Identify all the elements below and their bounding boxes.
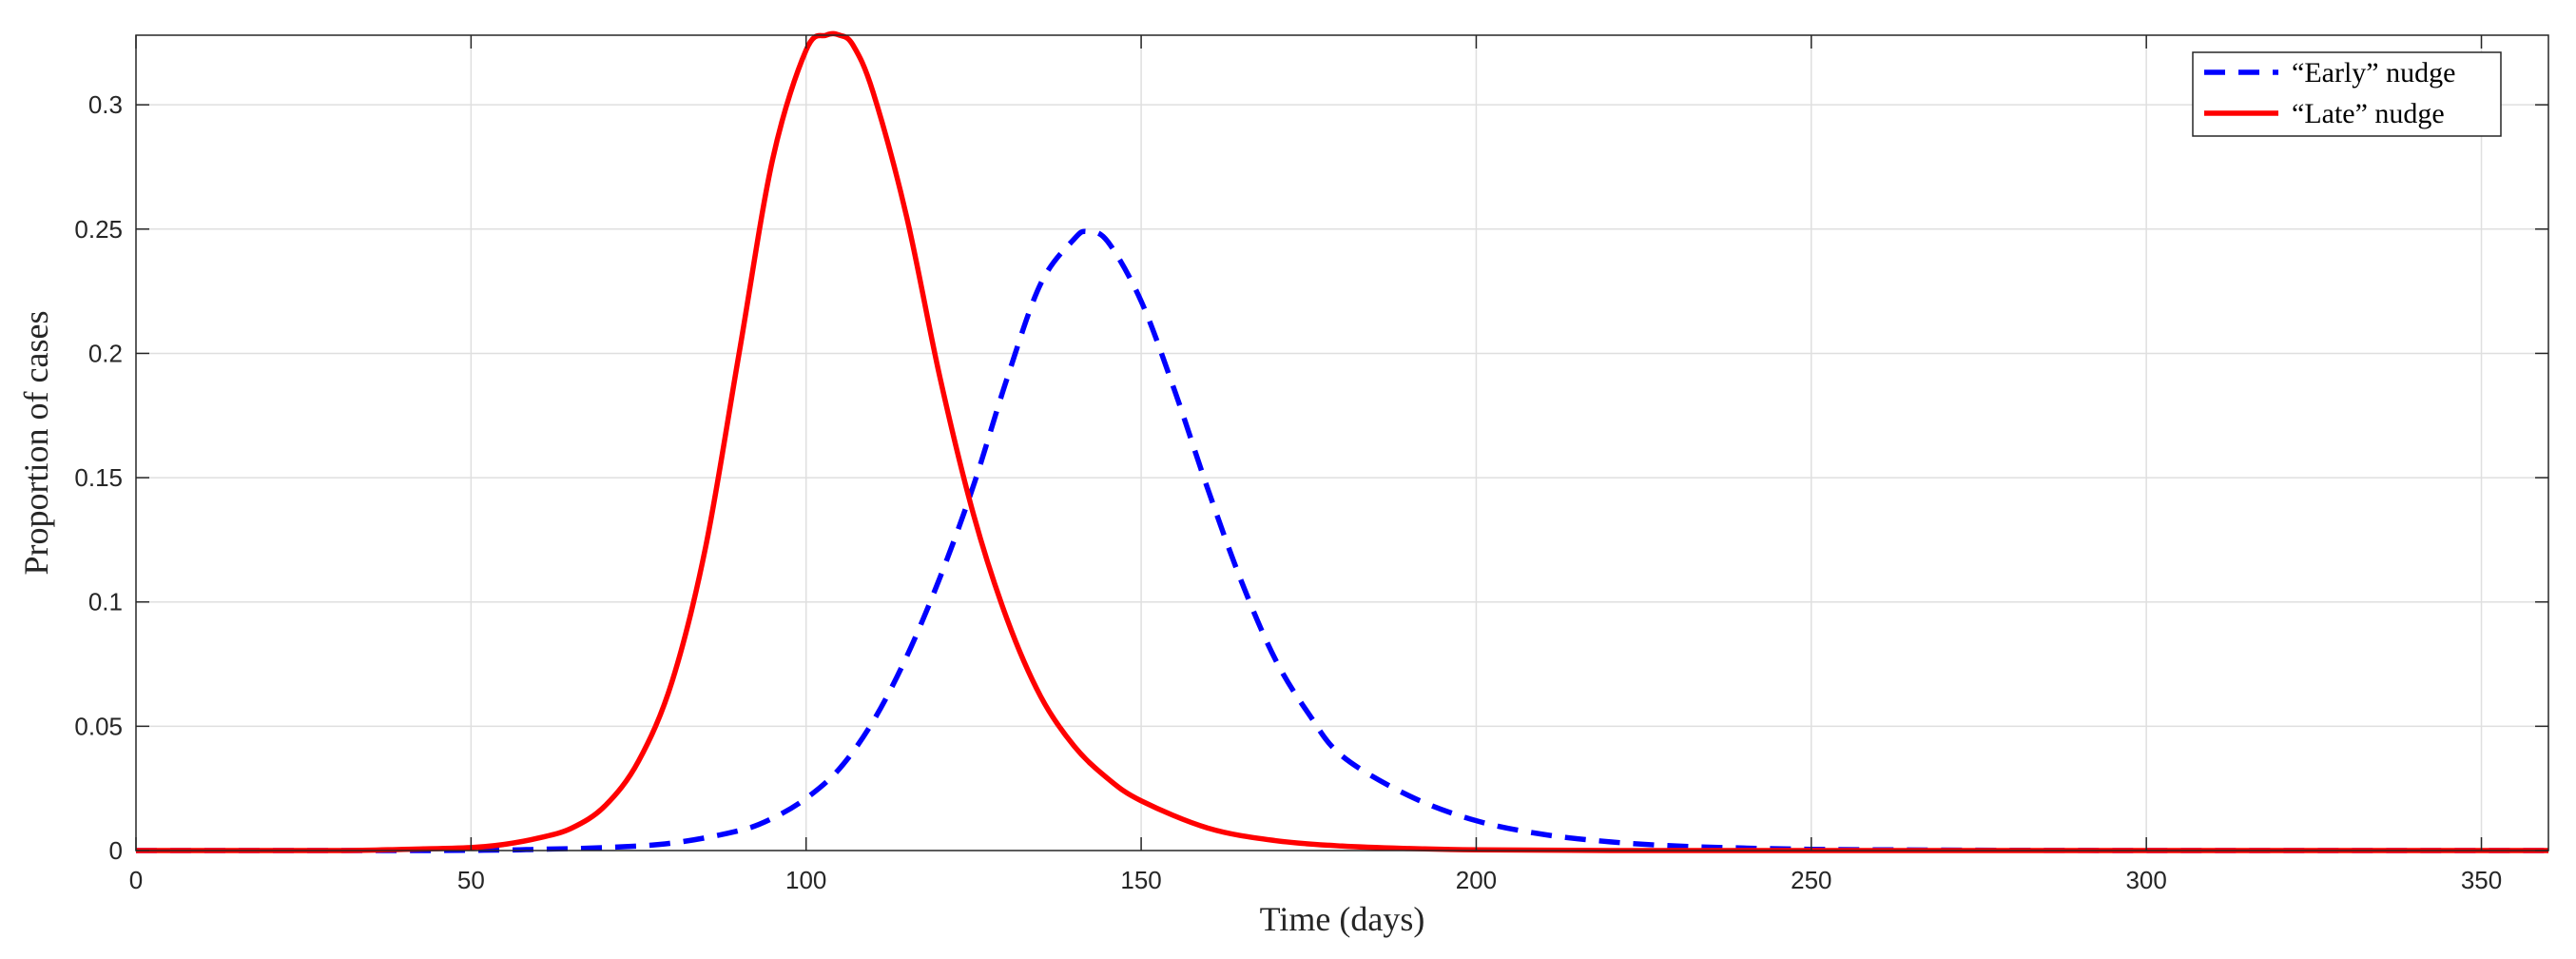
y-tick-label: 0.2	[88, 339, 123, 367]
x-tick-label: 300	[2125, 866, 2166, 894]
y-tick-label: 0.3	[88, 90, 123, 119]
x-axis-label: Time (days)	[1260, 900, 1425, 938]
legend-label-early-nudge: “Early” nudge	[2292, 57, 2455, 88]
y-tick-label: 0.25	[74, 215, 123, 244]
x-tick-label: 50	[457, 866, 485, 894]
axes-frame	[135, 34, 2549, 851]
series-line-early-nudge	[136, 228, 2548, 853]
y-axis-label: Proportion of cases	[17, 311, 55, 576]
y-tick-label: 0.1	[88, 588, 123, 616]
legend-label-late-nudge: “Late” nudge	[2292, 98, 2445, 129]
grid-lines	[136, 35, 2548, 851]
axis-ticks: 0 50 100 150 200 250 300 350 0 0.05 0.1 0.15 0.2 0.25…	[74, 35, 2548, 894]
series-line-late-nudge	[136, 30, 2548, 853]
x-tick-label: 350	[2461, 866, 2502, 894]
legend-box	[2192, 51, 2502, 137]
y-tick-label: 0.15	[74, 463, 123, 492]
x-tick-label: 0	[129, 866, 143, 894]
x-tick-label: 250	[1791, 866, 1831, 894]
y-tick-label: 0.05	[74, 712, 123, 740]
series-lines	[136, 30, 2548, 853]
x-tick-label: 100	[785, 866, 826, 894]
x-tick-label: 150	[1120, 866, 1161, 894]
y-tick-label: 0	[109, 836, 123, 865]
legend: “Early” nudge “Late” nudge	[2192, 51, 2502, 137]
x-tick-label: 200	[1456, 866, 1497, 894]
